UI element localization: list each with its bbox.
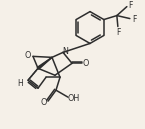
Text: O: O: [83, 59, 89, 68]
Text: O: O: [41, 98, 47, 107]
Text: H: H: [17, 79, 23, 88]
Text: O: O: [25, 51, 31, 60]
Text: N: N: [62, 47, 68, 56]
Text: OH: OH: [68, 94, 80, 103]
Text: F: F: [129, 1, 133, 10]
Text: F: F: [133, 15, 137, 24]
Text: F: F: [117, 28, 121, 37]
Polygon shape: [37, 57, 52, 69]
